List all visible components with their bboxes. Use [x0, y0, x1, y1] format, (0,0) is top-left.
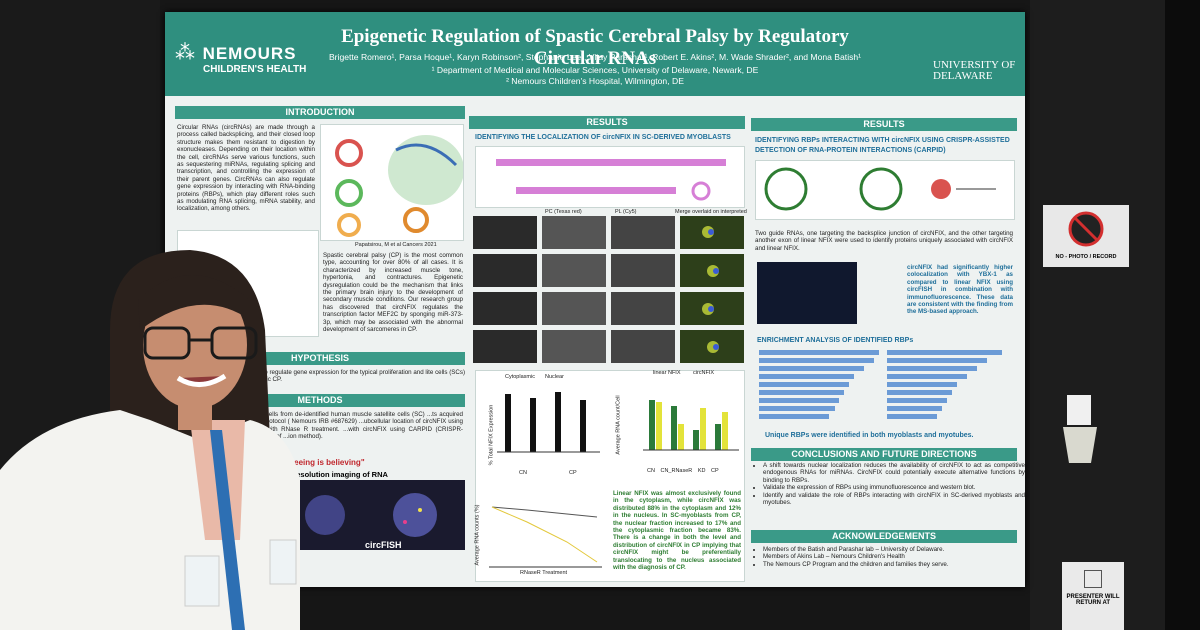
results-text: Two guide RNAs, one targeting the backsp…	[755, 230, 1013, 252]
legend-entry: circNFIX	[693, 370, 715, 376]
affiliation: ¹ Department of Medical and Molecular Sc…	[431, 65, 759, 75]
gene-diagram	[475, 146, 745, 208]
figure-art	[335, 135, 464, 237]
section-heading: INTRODUCTION	[175, 106, 465, 119]
results-text: Linear NFIX was almost exclusively found…	[613, 490, 741, 572]
x-axis-label: RNaseR Treatment	[520, 570, 568, 576]
microscopy-grid	[473, 216, 744, 363]
caption: Papatsirou, M et al Cancers 2021	[355, 242, 437, 248]
column-label: PL (Cy5)	[615, 209, 637, 215]
category: CN	[647, 468, 655, 474]
quote: "Seeing is believing"	[285, 458, 365, 467]
group-label: CP	[569, 470, 577, 476]
sign-text: PRESENTER WILL RETURN AT	[1066, 594, 1120, 606]
chart-art	[489, 506, 602, 568]
no-photo-sign: NO - PHOTO / RECORD	[1043, 205, 1129, 267]
category: CP	[710, 468, 719, 474]
intro-figure	[320, 124, 464, 241]
logo-sub: CHILDREN'S HEALTH	[203, 64, 307, 75]
list-item: A shift towards nuclear localization red…	[763, 462, 1025, 484]
column-label: Merge overlaid on interpreted	[675, 209, 747, 215]
logo-text: NEMOURS	[202, 44, 297, 63]
enrichment-bars	[759, 350, 1002, 419]
subheading: IDENTIFYING RBPs INTERACTING WITH circNF…	[755, 137, 1010, 154]
subheading: ENRICHMENT ANALYSIS OF IDENTIFIED RBPs	[757, 337, 914, 344]
ack-list: Members of the Batish and Parashar lab –…	[751, 546, 963, 568]
section-heading: ACKNOWLEDGEMENTS	[751, 530, 1017, 543]
section-heading: RESULTS	[751, 118, 1017, 131]
sign-text: NO - PHOTO / RECORD	[1055, 254, 1117, 260]
intro-text: Spastic cerebral palsy (CP) is the most …	[323, 252, 463, 334]
poster: ⁂ NEMOURS CHILDREN'S HEALTH Epigenetic R…	[165, 12, 1025, 587]
results-text: circNFIX had significantly higher coloca…	[907, 264, 1013, 316]
list-item: Members of the Batish and Parashar lab –…	[763, 546, 963, 553]
poster-header: ⁂ NEMOURS CHILDREN'S HEALTH Epigenetic R…	[165, 12, 1025, 96]
subheading: IDENTIFYING THE LOCALIZATION OF circNFIX…	[475, 134, 731, 141]
figure-title: le resolution imaging of RNA	[285, 470, 388, 479]
affiliation: ² Nemours Children's Hospital, Wilmingto…	[506, 76, 684, 86]
fish-art	[305, 493, 437, 537]
figure-label: circFISH	[365, 540, 402, 550]
authors: Brigette Romero¹, Parsa Hoque¹, Karyn Ro…	[328, 52, 862, 62]
presenter-sign: PRESENTER WILL RETURN AT	[1062, 562, 1124, 630]
list-item: Members of Akins Lab – Nemours Children'…	[763, 553, 963, 560]
fish-image	[285, 480, 465, 550]
gene-art	[496, 159, 726, 201]
logo-left: ⁂ NEMOURS	[175, 42, 297, 64]
category-row: CN CN_RNaseR KD CP	[647, 468, 719, 474]
cup-art	[1063, 395, 1097, 463]
caption: Unique RBPs were identified in both myob…	[765, 432, 974, 439]
charts-panel	[475, 370, 745, 582]
chart-art	[497, 392, 600, 453]
cup-holder	[1063, 395, 1097, 463]
list-item: Identify and validate the role of RBPs i…	[763, 492, 1025, 507]
category: CN_RNaseR	[660, 468, 693, 474]
group-label: CN	[519, 470, 527, 476]
carpid-diagram	[755, 160, 1015, 220]
legend-entry: Nuclear	[545, 374, 564, 380]
logo-right: UNIVERSITY OF DELAWARE	[933, 59, 1016, 82]
colocalization-image	[757, 262, 857, 324]
section-heading: RESULTS	[469, 116, 745, 129]
chart-art	[643, 400, 739, 451]
sign-icon	[1068, 211, 1104, 247]
legend-entry: Cytoplasmic	[505, 374, 535, 380]
legend-entry: linear NFIX	[653, 370, 681, 376]
carpid-art	[764, 167, 996, 211]
list-item: Validate the expression of RBPs using im…	[763, 484, 1025, 491]
conclusions-list: A shift towards nuclear localization red…	[751, 462, 1025, 506]
poster-title: Epigenetic Regulation of Spastic Cerebra…	[341, 26, 849, 69]
intro-text: Circular RNAs (circRNAs) are made throug…	[177, 124, 315, 213]
column-label: PC (Texas red)	[545, 209, 582, 215]
sign-logo	[1084, 570, 1102, 588]
list-item: The Nemours CP Program and the children …	[763, 561, 963, 568]
category: KD	[697, 468, 706, 474]
section-heading: CONCLUSIONS AND FUTURE DIRECTIONS	[751, 448, 1017, 461]
